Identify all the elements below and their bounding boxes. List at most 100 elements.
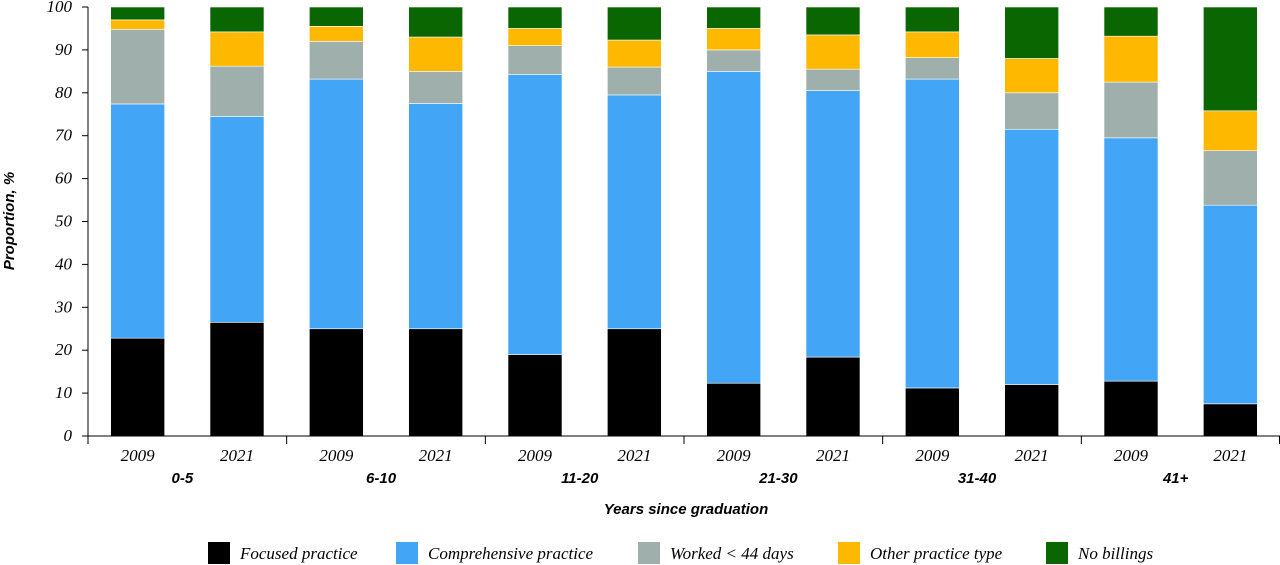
x-group-label: 21-30: [758, 470, 798, 487]
y-tick-label: 20: [55, 340, 73, 359]
bar-no-billings-11: [1103, 6, 1159, 37]
legend-label: Focused practice: [239, 544, 358, 563]
bar-no-billings-12: [1203, 6, 1258, 112]
x-tick-label: 2021: [419, 446, 453, 465]
bar-no-billings-1: [110, 6, 165, 21]
bar-no-billings-4: [408, 6, 463, 38]
y-tick-label: 50: [55, 212, 73, 231]
legend-label: No billings: [1077, 544, 1153, 563]
bar-worked-44-days-12: [1203, 150, 1258, 206]
bar-worked-44-days-1: [110, 29, 165, 105]
legend-label: Other practice type: [870, 544, 1003, 563]
bar-focused-practice-6: [607, 328, 662, 437]
bar-other-practice-type-8: [805, 34, 861, 70]
bar-comprehensive-practice-3: [309, 78, 364, 330]
bar-worked-44-days-9: [905, 57, 960, 80]
bar-comprehensive-practice-2: [209, 116, 265, 323]
bar-other-practice-type-6: [607, 39, 662, 68]
bar-other-practice-type-7: [706, 28, 761, 51]
bar-focused-practice-12: [1203, 403, 1258, 437]
bar-no-billings-7: [706, 6, 761, 29]
bar-other-practice-type-4: [408, 36, 463, 72]
y-tick-label: 80: [55, 83, 73, 102]
bar-no-billings-8: [805, 6, 861, 36]
y-tick-label: 0: [64, 426, 73, 445]
bar-worked-44-days-3: [309, 41, 364, 80]
y-tick-label: 70: [55, 126, 73, 145]
y-tick-label: 40: [55, 254, 73, 273]
x-tick-label: 2009: [518, 446, 553, 465]
bar-comprehensive-practice-8: [805, 90, 861, 358]
bar-worked-44-days-2: [209, 65, 265, 117]
x-tick-label: 2021: [816, 446, 850, 465]
bar-focused-practice-8: [805, 356, 861, 437]
plot-area: 2009 2021 2009 2021 2009 2021 2009 2021 2009 2021…: [47, 0, 1280, 487]
legend: Focused practice Comprehensive practice Wo…: [208, 542, 1153, 564]
legend-swatch: [638, 542, 660, 564]
bar-focused-practice-10: [1004, 384, 1059, 437]
bar-worked-44-days-11: [1103, 81, 1159, 139]
bar-focused-practice-9: [905, 387, 960, 437]
legend-swatch: [208, 542, 230, 564]
bar-focused-practice-3: [309, 328, 364, 437]
bar-no-billings-2: [209, 6, 265, 33]
legend-swatch: [396, 542, 418, 564]
x-group-label: 6-10: [366, 470, 397, 487]
legend-swatch: [838, 542, 860, 564]
bar-worked-44-days-6: [607, 66, 662, 96]
bar-focused-practice-1: [110, 337, 165, 437]
bar-other-practice-type-12: [1203, 110, 1258, 152]
x-group-label: 31-40: [958, 470, 997, 487]
bar-no-billings-5: [507, 6, 563, 29]
bar-no-billings-9: [905, 6, 960, 33]
bar-comprehensive-practice-5: [507, 74, 563, 355]
y-tick-label: 100: [47, 0, 73, 16]
bar-other-practice-type-10: [1004, 58, 1059, 94]
bar-comprehensive-practice-10: [1004, 128, 1059, 385]
bar-focused-practice-5: [507, 354, 563, 437]
bar-no-billings-3: [309, 6, 364, 27]
bar-focused-practice-2: [209, 322, 265, 437]
bar-worked-44-days-8: [805, 68, 861, 91]
bar-comprehensive-practice-12: [1203, 204, 1258, 405]
bar-comprehensive-practice-1: [110, 103, 165, 339]
x-tick-label: 2021: [1213, 446, 1247, 465]
y-tick-label: 60: [55, 169, 73, 188]
legend-label: Comprehensive practice: [428, 544, 594, 563]
bar-focused-practice-7: [706, 382, 761, 437]
bar-other-practice-type-3: [309, 26, 364, 42]
x-tick-label: 2021: [1015, 446, 1049, 465]
bar-other-practice-type-9: [905, 31, 960, 58]
bar-worked-44-days-7: [706, 49, 761, 72]
bar-comprehensive-practice-7: [706, 71, 761, 384]
x-group-label: 0-5: [172, 470, 194, 487]
x-tick-label: 2009: [915, 446, 950, 465]
x-tick-label: 2021: [617, 446, 651, 465]
bar-no-billings-10: [1004, 6, 1059, 59]
x-group-label: 11-20: [561, 470, 599, 487]
x-tick-label: 2009: [717, 446, 752, 465]
bar-comprehensive-practice-4: [408, 103, 463, 330]
x-tick-label: 2021: [220, 446, 254, 465]
y-tick-label: 30: [54, 297, 73, 316]
bar-other-practice-type-2: [209, 31, 265, 67]
bar-no-billings-6: [607, 6, 662, 41]
bar-worked-44-days-4: [408, 71, 463, 104]
x-axis-title: Years since graduation: [604, 501, 769, 518]
x-group-label: 41+: [1162, 470, 1189, 487]
y-tick-label: 10: [55, 383, 73, 402]
bar-focused-practice-4: [408, 328, 463, 437]
bar-worked-44-days-10: [1004, 92, 1059, 130]
y-axis-title: Proportion, %: [1, 172, 18, 270]
bar-comprehensive-practice-11: [1103, 137, 1159, 382]
bar-other-practice-type-11: [1103, 35, 1159, 83]
legend-label: Worked < 44 days: [670, 544, 794, 563]
y-tick-label: 90: [55, 40, 73, 59]
x-tick-label: 2009: [1114, 446, 1149, 465]
bar-focused-practice-11: [1103, 380, 1159, 437]
bar-comprehensive-practice-6: [607, 94, 662, 330]
bar-worked-44-days-5: [507, 45, 563, 75]
x-tick-label: 2009: [319, 446, 354, 465]
bar-other-practice-type-1: [110, 19, 165, 30]
